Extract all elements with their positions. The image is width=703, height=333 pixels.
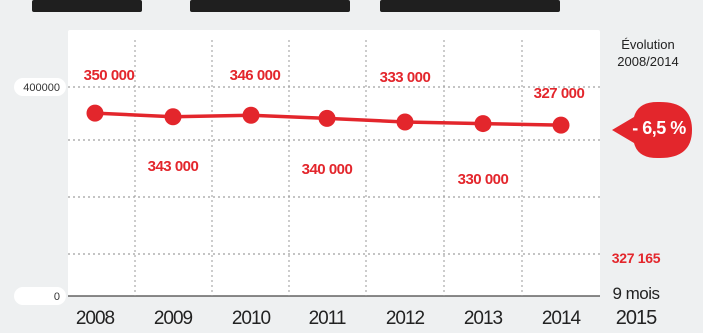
x-tick-label-2012: 2012 [386, 308, 425, 329]
data-point-2008 [86, 104, 104, 122]
data-point-2009 [164, 108, 182, 126]
year-2015-label: 2015 [615, 307, 658, 329]
x-tick-label-2010: 2010 [232, 308, 271, 329]
data-label-2014: 327 000 [534, 85, 585, 102]
evolution-title: Évolution 2008/2014 [596, 36, 700, 70]
data-point-2012 [396, 113, 414, 131]
mois-label: 9 mois [612, 284, 660, 303]
y-tick-pill-0 [14, 78, 66, 96]
y-tick-label-1: 0 [54, 291, 60, 303]
data-point-2011 [318, 109, 336, 127]
evolution-title-line2: 2008/2014 [617, 54, 679, 69]
data-label-2010: 346 000 [230, 67, 281, 84]
evolution-value: - 6,5 % [632, 118, 686, 138]
x-tick-label-2014: 2014 [542, 308, 582, 329]
data-label-2009: 343 000 [148, 158, 199, 175]
data-label-2008: 350 000 [84, 67, 135, 84]
data-point-2013 [474, 115, 492, 133]
x-tick-label-2011: 2011 [309, 308, 346, 329]
y-tick-label-0: 400000 [23, 82, 60, 94]
value-2015: 327 165 [611, 250, 661, 266]
evolution-title-line1: Évolution [621, 37, 675, 52]
data-label-2011: 340 000 [302, 161, 353, 178]
data-label-2013: 330 000 [458, 171, 509, 188]
x-tick-label-2008: 2008 [76, 308, 115, 329]
x-tick-label-2013: 2013 [464, 308, 503, 329]
data-label-2012: 333 000 [380, 69, 431, 86]
badge-shape [612, 101, 692, 159]
y-tick-pill-1 [14, 287, 66, 305]
evolution-badge: - 6,5 % [612, 101, 692, 159]
data-point-2014 [552, 116, 570, 134]
data-point-2010 [242, 106, 260, 124]
x-tick-label-2009: 2009 [154, 308, 193, 329]
plot-area [68, 30, 600, 296]
cropped-headline [0, 0, 600, 14]
